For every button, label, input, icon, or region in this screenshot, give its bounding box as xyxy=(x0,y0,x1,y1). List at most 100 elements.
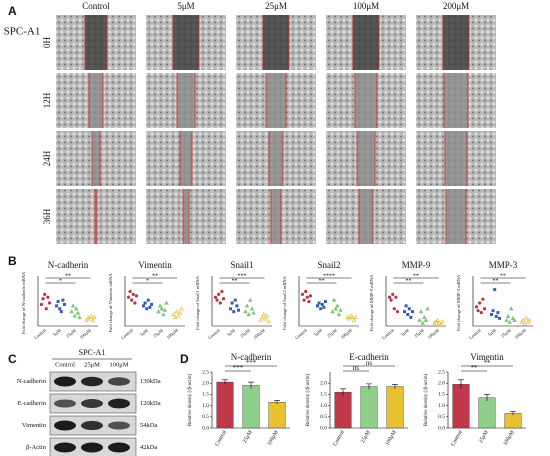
panel-label: B xyxy=(8,254,17,268)
blot-band xyxy=(81,376,103,387)
data-point xyxy=(404,304,408,308)
data-point xyxy=(335,303,340,308)
data-point xyxy=(336,312,342,317)
data-point xyxy=(146,298,150,302)
chart-title: MMP-3 xyxy=(489,260,518,270)
data-point xyxy=(142,304,145,308)
wound-gap xyxy=(355,73,377,128)
data-point xyxy=(41,297,45,301)
y-axis-label: Relative density (/β-actin) xyxy=(306,374,311,427)
sig-label: *** xyxy=(233,364,244,372)
wound-gap xyxy=(444,73,468,128)
data-point xyxy=(75,310,81,315)
chart-title: Snail1 xyxy=(230,260,253,270)
data-point xyxy=(440,319,445,324)
data-point xyxy=(394,295,398,299)
data-point xyxy=(307,299,311,304)
data-point xyxy=(525,319,531,324)
blot-band xyxy=(54,442,76,453)
blot-band xyxy=(54,420,76,431)
y-tick-label: 1.0 xyxy=(438,403,445,409)
data-point xyxy=(305,295,309,299)
data-point xyxy=(261,312,266,317)
data-point xyxy=(482,307,487,311)
sig-label: * xyxy=(59,278,62,284)
data-point xyxy=(512,317,517,322)
lane-label: Control xyxy=(55,361,75,368)
data-point xyxy=(346,316,352,321)
data-point xyxy=(407,307,411,311)
data-point xyxy=(55,304,58,308)
sig-label: ** xyxy=(232,278,238,284)
data-point xyxy=(69,309,74,314)
sig-label: ns xyxy=(366,359,373,367)
data-point xyxy=(324,300,327,304)
wound-gap xyxy=(269,131,283,186)
x-tick-label: 25μM xyxy=(239,328,251,339)
data-point xyxy=(317,301,321,305)
data-point xyxy=(504,317,509,322)
data-point xyxy=(213,295,218,299)
row-label: 36H xyxy=(42,208,52,224)
x-tick-label: 25μM xyxy=(152,328,164,339)
data-point xyxy=(351,317,357,322)
row-label: 24H xyxy=(42,150,52,166)
y-axis-label: Fold change of Snail2 mRNA xyxy=(282,275,287,329)
y-tick-label: 0.5 xyxy=(438,414,445,420)
data-point xyxy=(87,316,92,321)
x-tick-label: 5μM xyxy=(226,328,236,337)
x-tick-label: 25μM xyxy=(360,430,372,445)
band-name: β-Actin xyxy=(26,444,47,451)
sig-label: ** xyxy=(319,278,325,284)
x-tick-label: 25μM xyxy=(326,328,338,339)
blot-band xyxy=(54,376,76,387)
wound-gap xyxy=(183,189,189,244)
bar xyxy=(216,381,234,429)
wound-gap xyxy=(263,15,289,70)
data-point xyxy=(406,313,410,316)
x-tick-label: 100μM xyxy=(427,328,440,340)
y-tick-label: 2.5 xyxy=(438,369,445,375)
wound-gap xyxy=(353,15,379,70)
data-point xyxy=(59,310,63,314)
data-point xyxy=(89,313,94,318)
data-point xyxy=(130,298,134,302)
data-point xyxy=(233,298,237,302)
data-point xyxy=(44,307,48,311)
data-point xyxy=(218,301,222,305)
y-tick-label: 2.0 xyxy=(320,380,327,386)
x-tick-label: 100μM xyxy=(503,430,516,447)
x-tick-label: 5μM xyxy=(487,328,497,337)
data-point xyxy=(84,317,89,322)
y-tick-label: 0.0 xyxy=(320,425,327,431)
x-tick-label: Control xyxy=(381,327,395,340)
data-point xyxy=(411,310,414,314)
band-name: E-cadherin xyxy=(17,400,46,407)
y-axis-label: Relative density (/β-actin) xyxy=(188,374,193,427)
data-point xyxy=(126,295,131,299)
bar xyxy=(268,402,286,429)
data-point xyxy=(90,317,96,322)
data-point xyxy=(244,303,250,308)
band-name: Vimentin xyxy=(22,422,47,429)
data-point xyxy=(435,317,440,322)
data-point xyxy=(177,310,183,315)
data-point xyxy=(56,300,60,304)
data-point xyxy=(157,303,163,308)
error-bar xyxy=(458,379,464,389)
data-point xyxy=(498,316,501,320)
data-point xyxy=(387,295,392,299)
data-point xyxy=(479,310,483,315)
bar xyxy=(452,384,470,429)
sig-label: ** xyxy=(471,364,479,372)
x-tick-label: Control xyxy=(468,327,482,340)
x-tick-label: 100μM xyxy=(79,328,92,340)
data-point xyxy=(438,322,444,327)
data-point xyxy=(145,307,149,311)
blot-band xyxy=(54,399,76,408)
blot-band xyxy=(108,377,130,386)
sig-label: ** xyxy=(500,273,506,279)
data-point xyxy=(481,297,485,301)
data-point xyxy=(392,307,396,311)
wound-gap xyxy=(446,189,466,244)
